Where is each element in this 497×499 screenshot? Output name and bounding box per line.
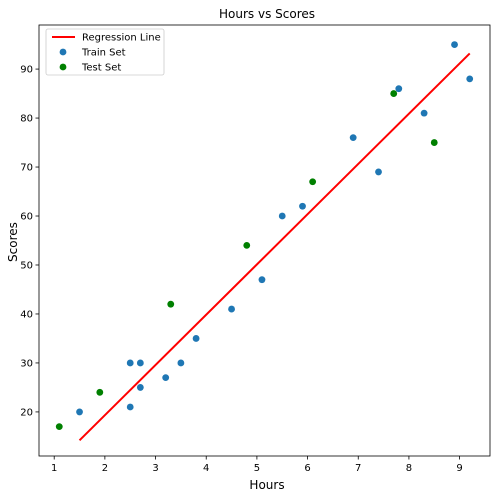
x-tick-label: 7: [355, 463, 361, 474]
train-set-point: [375, 168, 382, 176]
legend-marker-swatch: [59, 63, 67, 71]
x-axis-ticks: 1 2 3 4 5 6 7 8 9: [51, 456, 463, 474]
x-tick-label: 4: [203, 463, 209, 474]
train-set-point: [466, 75, 474, 83]
train-set-point: [451, 41, 458, 48]
train-set-point: [258, 276, 266, 284]
train-set-point: [420, 109, 428, 117]
train-set-point: [136, 359, 144, 367]
train-set-point: [126, 359, 134, 367]
train-set-point: [126, 403, 134, 411]
y-tick-label: 60: [20, 212, 33, 223]
x-axis-label: Hours: [249, 478, 284, 492]
test-set-point: [96, 388, 104, 396]
x-tick-label: 5: [254, 463, 260, 474]
test-set-point: [430, 139, 438, 146]
x-tick-label: 2: [102, 463, 108, 474]
test-set-point: [55, 423, 63, 431]
train-set-point: [299, 202, 306, 210]
y-tick-label: 30: [20, 358, 33, 369]
y-tick-label: 50: [20, 260, 33, 271]
x-tick-label: 6: [304, 463, 310, 474]
train-set-point: [228, 305, 235, 313]
y-tick-label: 90: [20, 65, 33, 76]
test-set-point: [309, 178, 317, 186]
y-tick-label: 80: [20, 114, 33, 125]
x-tick-label: 9: [456, 463, 462, 474]
y-axis-label: Scores: [6, 222, 20, 262]
y-tick-label: 40: [20, 309, 33, 320]
train-set-point: [349, 134, 357, 142]
train-set-point: [76, 408, 83, 416]
legend-marker-swatch: [59, 48, 67, 56]
x-tick-label: 3: [152, 463, 158, 474]
chart-title: Hours vs Scores: [219, 7, 315, 21]
y-tick-label: 20: [20, 407, 33, 418]
train-set-point: [162, 374, 170, 382]
plot-frame: [38, 24, 491, 457]
train-set-point: [136, 384, 144, 391]
y-axis-ticks: 20 30 40 50 60 70 80 90: [20, 65, 39, 418]
x-tick-label: 8: [406, 463, 412, 474]
regression-line: [78, 52, 471, 442]
legend-label: Regression Line: [82, 33, 161, 44]
plot-area: [55, 41, 474, 442]
train-set-point: [395, 85, 403, 93]
train-set-point: [278, 212, 286, 220]
test-set-point: [390, 90, 398, 97]
legend-box: [45, 28, 165, 76]
test-set-point: [167, 300, 175, 308]
legend: Regression Line Train Set Test Set: [45, 28, 165, 76]
legend-label: Test Set: [81, 63, 121, 74]
train-set-point: [192, 335, 200, 342]
x-tick-label: 1: [51, 463, 57, 474]
y-tick-label: 70: [20, 163, 33, 174]
train-set-point: [177, 359, 185, 367]
test-set-point: [243, 241, 251, 249]
legend-label: Train Set: [81, 48, 126, 59]
